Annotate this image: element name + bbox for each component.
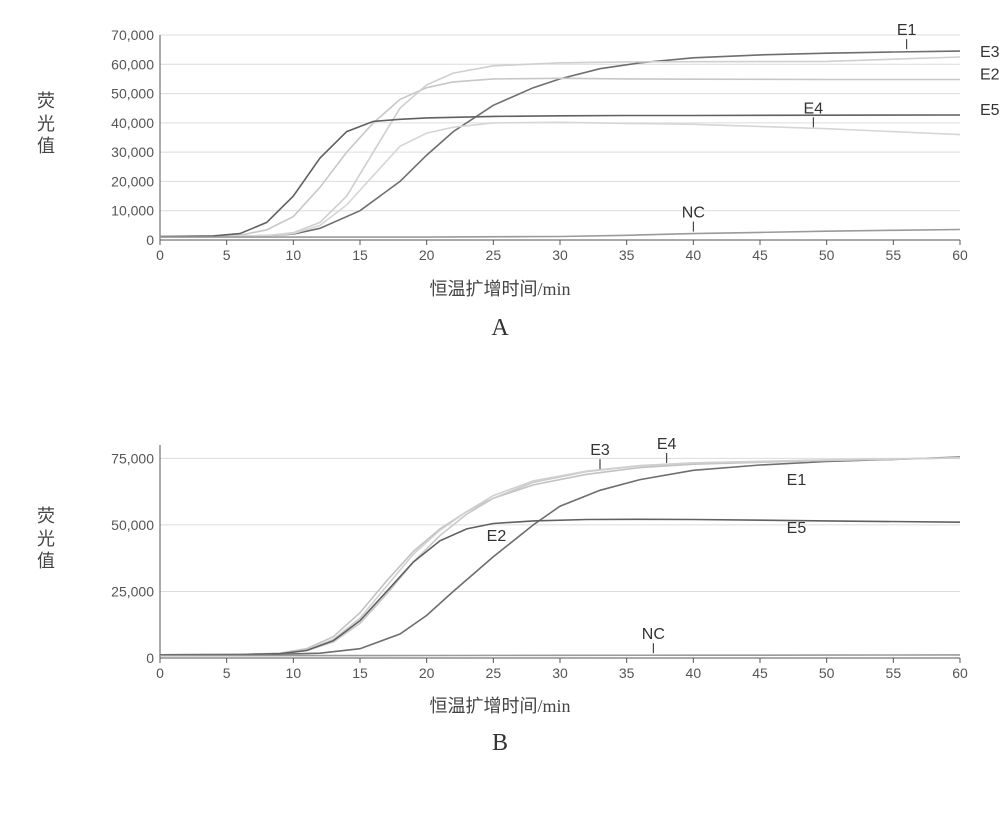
- series-E2: [160, 78, 960, 236]
- page: { "background_color": "#ffffff", "text_c…: [0, 0, 1000, 815]
- series-label-E5: E5: [980, 102, 1000, 119]
- series-label-E3: E3: [980, 44, 1000, 61]
- series-label-E2: E2: [980, 67, 1000, 84]
- x-axis-title-A: 恒温扩增时间/min: [35, 275, 965, 301]
- x-axis-title-B: 恒温扩增时间/min: [35, 692, 965, 718]
- series-E4: [160, 458, 960, 655]
- svg-text:40,000: 40,000: [111, 115, 154, 131]
- series-E5: [160, 519, 960, 655]
- svg-text:0: 0: [146, 650, 154, 666]
- svg-text:35: 35: [619, 665, 635, 681]
- svg-text:55: 55: [886, 247, 902, 263]
- chart-A-plot: 0 10,000 20,000 30,000 40,000 50,000 60,000 70,…: [90, 20, 1000, 270]
- svg-text:10,000: 10,000: [111, 203, 154, 219]
- series-label-NC: NC: [682, 205, 705, 222]
- svg-text:50: 50: [819, 665, 835, 681]
- svg-text:0: 0: [156, 665, 164, 681]
- svg-text:25: 25: [486, 247, 502, 263]
- series-E3: [160, 458, 960, 655]
- svg-text:20: 20: [419, 665, 435, 681]
- svg-text:60: 60: [952, 247, 968, 263]
- svg-text:5: 5: [223, 247, 231, 263]
- series-label-E1: E1: [787, 472, 807, 489]
- series-label-NC: NC: [642, 626, 665, 643]
- series-E4: [160, 122, 960, 236]
- svg-text:60,000: 60,000: [111, 56, 154, 72]
- svg-text:70,000: 70,000: [111, 27, 154, 43]
- svg-text:25,000: 25,000: [111, 583, 154, 599]
- svg-text:30,000: 30,000: [111, 144, 154, 160]
- svg-text:5: 5: [223, 665, 231, 681]
- series-label-E4: E4: [804, 100, 824, 117]
- svg-text:10: 10: [286, 665, 302, 681]
- panel-label-A: A: [35, 315, 965, 342]
- panel-A: 荧光值 0 10,000 20,000 30,000 40,000 50,000 60,00…: [35, 20, 965, 360]
- svg-text:40: 40: [686, 665, 702, 681]
- y-axis-title-B: 荧光值: [35, 505, 57, 573]
- series-label-E5: E5: [787, 520, 807, 537]
- svg-text:20,000: 20,000: [111, 173, 154, 189]
- svg-text:40: 40: [686, 247, 702, 263]
- svg-text:0: 0: [146, 232, 154, 248]
- svg-text:15: 15: [352, 665, 368, 681]
- svg-text:15: 15: [352, 247, 368, 263]
- svg-text:20: 20: [419, 247, 435, 263]
- series-label-E4: E4: [657, 436, 677, 453]
- svg-text:50,000: 50,000: [111, 517, 154, 533]
- svg-text:50,000: 50,000: [111, 86, 154, 102]
- series-E2: [160, 458, 960, 655]
- svg-text:50: 50: [819, 247, 835, 263]
- svg-text:55: 55: [886, 665, 902, 681]
- svg-text:30: 30: [552, 665, 568, 681]
- svg-text:45: 45: [752, 247, 768, 263]
- chart-B-plot: 0 25,000 50,000 75,000 0 5 10 15 20 25 30 35 40 45 50 5…: [90, 430, 1000, 688]
- panel-B: 荧光值 0 25,000 50,000 75,000 0 5 10 15 20 25 30 35 40 4…: [35, 430, 965, 770]
- series-label-E1: E1: [897, 22, 917, 39]
- svg-text:75,000: 75,000: [111, 450, 154, 466]
- svg-text:30: 30: [552, 247, 568, 263]
- series-E1: [160, 457, 960, 655]
- series-NC: [160, 230, 960, 238]
- svg-text:0: 0: [156, 247, 164, 263]
- series-label-E2: E2: [487, 528, 507, 545]
- panel-label-B: B: [35, 730, 965, 757]
- series-E5: [160, 115, 960, 237]
- svg-text:60: 60: [952, 665, 968, 681]
- series-NC: [160, 655, 960, 656]
- y-axis-title-A: 荧光值: [35, 90, 57, 158]
- series-label-E3: E3: [590, 442, 610, 459]
- svg-text:35: 35: [619, 247, 635, 263]
- svg-text:45: 45: [752, 665, 768, 681]
- svg-text:25: 25: [486, 665, 502, 681]
- svg-text:10: 10: [286, 247, 302, 263]
